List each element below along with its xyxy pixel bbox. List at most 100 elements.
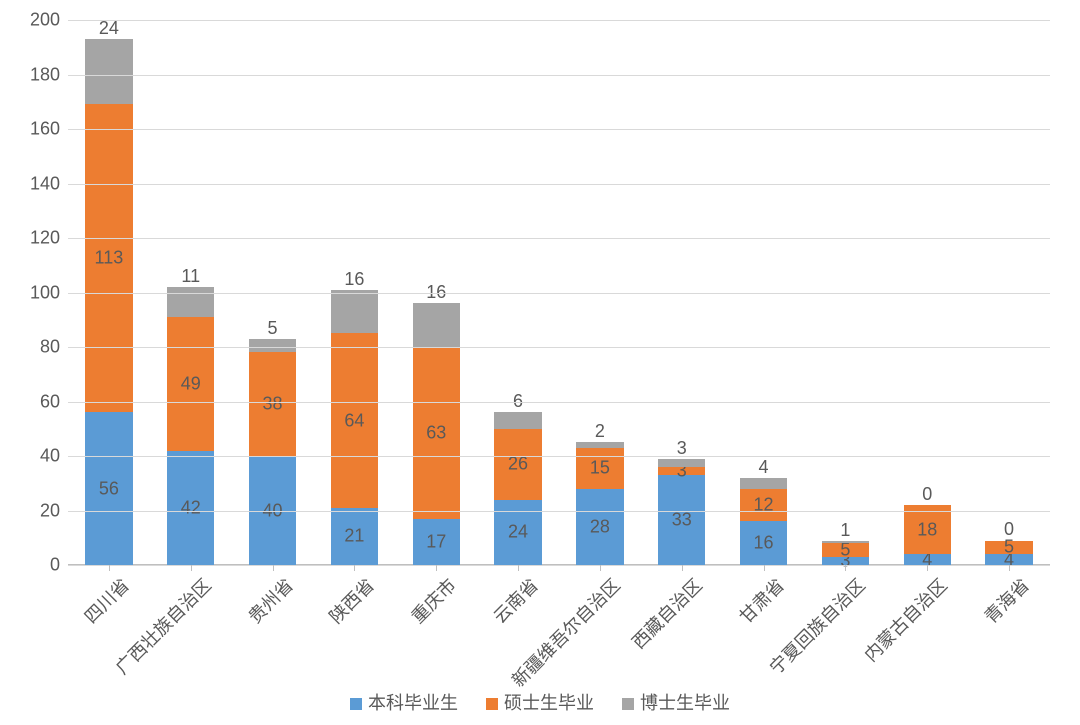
grid-line [68, 238, 1050, 239]
y-tick-label: 20 [40, 500, 60, 521]
bar-segment-masters: 49 [167, 317, 214, 451]
bar-segment-phd: 2 [576, 442, 623, 447]
bar-value-label: 17 [426, 531, 446, 552]
y-tick-label: 100 [30, 282, 60, 303]
bar-segment-masters: 5 [985, 541, 1032, 555]
x-tick [1009, 565, 1010, 571]
bar-value-label: 42 [181, 497, 201, 518]
bar-segment-undergrad: 33 [658, 475, 705, 565]
bar-value-label: 12 [754, 495, 774, 516]
bar-stack: 351 [822, 540, 869, 565]
grid-line [68, 565, 1050, 566]
bar: 21 64 16 [331, 290, 378, 565]
bar-value-label: 1 [840, 520, 850, 541]
bar: 56 113 24 [85, 39, 132, 565]
bar: 450 [985, 540, 1032, 565]
bar-segment-undergrad: 17 [413, 519, 460, 565]
bar-segment-undergrad: 4 [904, 554, 951, 565]
bar-segment-undergrad: 16 [740, 521, 787, 565]
y-tick-label: 120 [30, 228, 60, 249]
bar-stack: 450 [985, 540, 1032, 565]
legend-swatch [622, 698, 634, 710]
x-tick [354, 565, 355, 571]
bar-value-label: 0 [1004, 519, 1014, 540]
bar-segment-phd: 24 [85, 39, 132, 104]
x-category-label: 陕西省 [320, 569, 379, 628]
bar-segment-undergrad: 42 [167, 451, 214, 565]
bar-segment-phd: 5 [249, 339, 296, 353]
legend-item-masters: 硕士生毕业 [486, 689, 594, 715]
bar-value-label: 113 [95, 248, 124, 269]
x-tick [600, 565, 601, 571]
x-tick [191, 565, 192, 571]
grid-line [68, 347, 1050, 348]
grid-line [68, 402, 1050, 403]
bar-stack: 40385 [249, 339, 296, 565]
grid-line [68, 184, 1050, 185]
x-tick [764, 565, 765, 571]
y-tick-label: 40 [40, 446, 60, 467]
bar-segment-undergrad: 56 [85, 412, 132, 565]
bar-value-label: 56 [99, 478, 119, 499]
bar-value-label: 33 [672, 510, 692, 531]
bar-segment-phd: 1 [822, 541, 869, 544]
x-category-label: 贵州省 [239, 569, 298, 628]
x-tick [682, 565, 683, 571]
y-tick-label: 200 [30, 10, 60, 31]
bar-value-label: 28 [590, 516, 610, 537]
bar-segment-phd: 3 [658, 459, 705, 467]
grid-line [68, 456, 1050, 457]
bar: 28 15 2 [576, 442, 623, 565]
bar-stack: 28 15 2 [576, 442, 623, 565]
bar: 16124 [740, 478, 787, 565]
legend-label: 本科毕业生 [368, 693, 458, 713]
bar-value-label: 64 [344, 410, 364, 431]
bar-stack: 176316 [413, 303, 460, 565]
bar-value-label: 49 [181, 373, 201, 394]
bar-segment-phd: 16 [331, 290, 378, 334]
y-tick-label: 60 [40, 391, 60, 412]
grid-line [68, 20, 1050, 21]
bar-value-label: 5 [268, 318, 278, 339]
bar-stack: 4180 [904, 505, 951, 565]
x-category-label: 重庆市 [402, 569, 461, 628]
bar-value-label: 11 [181, 266, 200, 287]
legend-label: 博士生毕业 [640, 693, 730, 713]
bar: 351 [822, 540, 869, 565]
bar-segment-undergrad: 24 [494, 500, 541, 565]
bar-segment-masters: 113 [85, 104, 132, 412]
bar-segment-masters: 63 [413, 347, 460, 519]
y-tick-label: 80 [40, 337, 60, 358]
grid-line [68, 293, 1050, 294]
bar-value-label: 18 [917, 519, 937, 540]
bar-segment-undergrad: 21 [331, 508, 378, 565]
stacked-bar-chart: 5611324424911403852164161763162426628152… [0, 0, 1080, 725]
bar-value-label: 15 [590, 458, 610, 479]
bar-segment-masters: 5 [822, 543, 869, 557]
x-tick [273, 565, 274, 571]
bar-value-label: 16 [344, 269, 364, 290]
bar-value-label: 0 [922, 484, 932, 505]
x-tick [518, 565, 519, 571]
legend-item-phd: 博士生毕业 [622, 689, 730, 715]
bar: 3333 [658, 459, 705, 565]
bar-value-label: 2 [595, 421, 605, 442]
x-category-label: 云南省 [484, 569, 543, 628]
bar-stack: 424911 [167, 287, 214, 565]
y-tick-label: 180 [30, 64, 60, 85]
bar: 24266 [494, 412, 541, 565]
bar-segment-undergrad: 28 [576, 489, 623, 565]
bar-segment-masters: 64 [331, 333, 378, 507]
bar-segment-masters: 18 [904, 505, 951, 554]
plot-area: 5611324424911403852164161763162426628152… [68, 20, 1050, 565]
grid-line [68, 511, 1050, 512]
bar: 176316 [413, 303, 460, 565]
bar: 40385 [249, 339, 296, 565]
bar-segment-masters: 15 [576, 448, 623, 489]
legend-item-undergrad: 本科毕业生 [350, 689, 458, 715]
bar-value-label: 21 [344, 526, 364, 547]
bar-segment-masters: 3 [658, 467, 705, 475]
grid-line [68, 129, 1050, 130]
bar-value-label: 16 [754, 533, 774, 554]
bar-value-label: 24 [508, 522, 528, 543]
